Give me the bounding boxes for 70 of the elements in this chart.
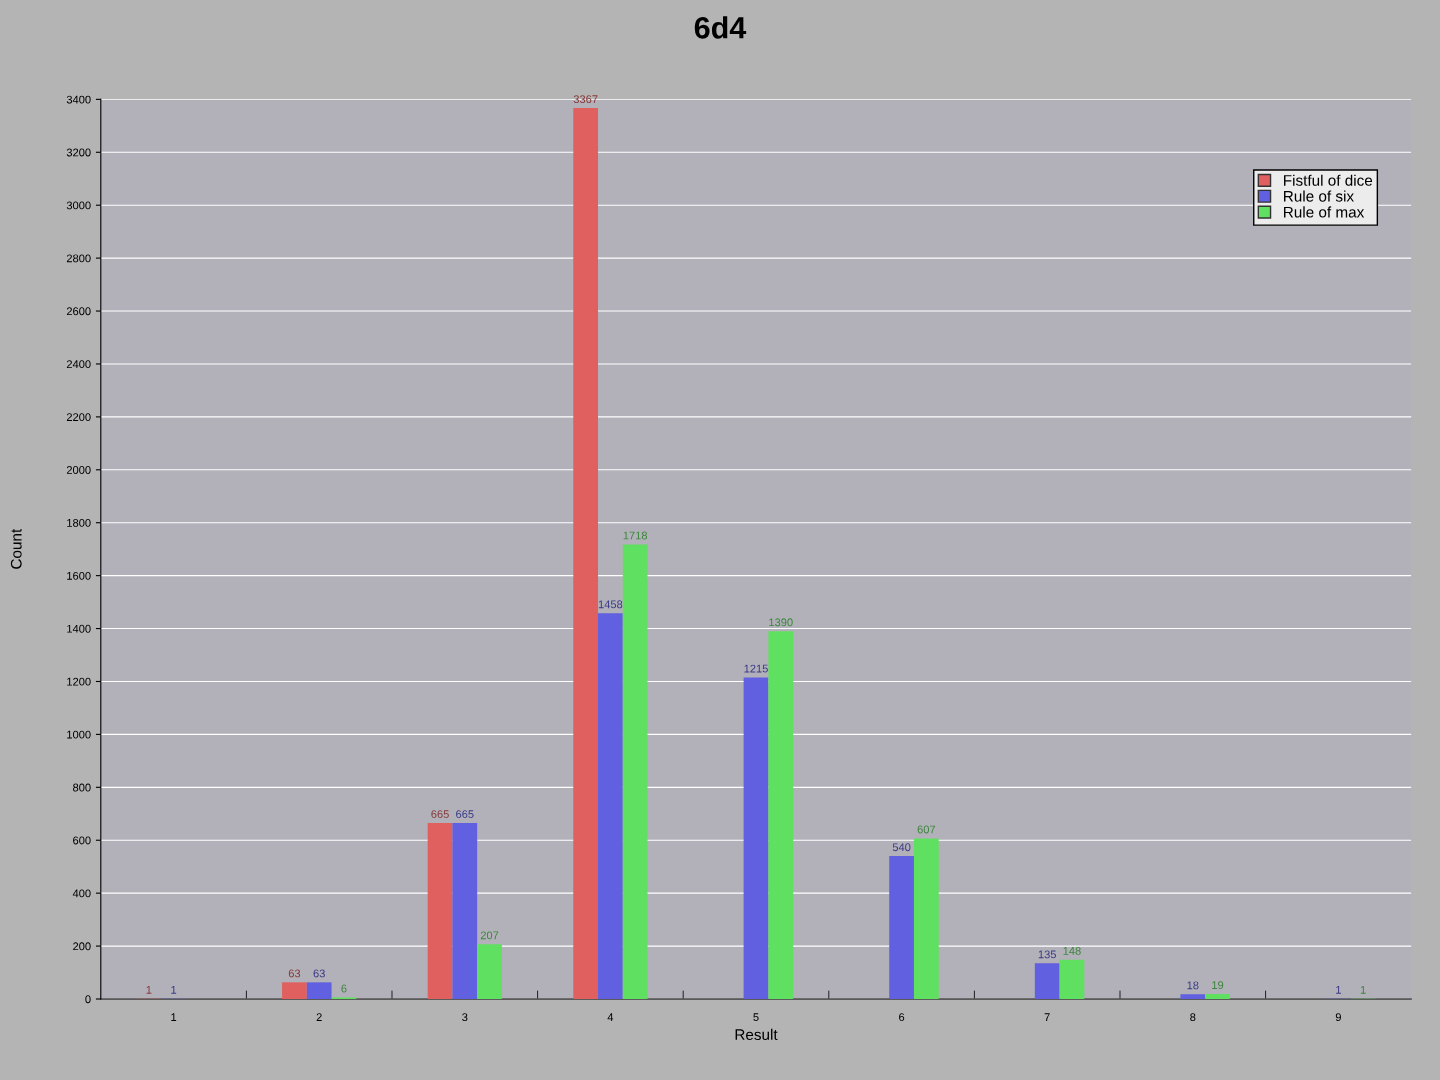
- x-tick-label: 5: [753, 1013, 759, 1022]
- bar: [1205, 993, 1230, 999]
- data-label: 665: [456, 810, 474, 819]
- data-label: 63: [313, 969, 325, 978]
- bar: [622, 544, 648, 999]
- y-tick-label: 1200: [67, 677, 91, 686]
- x-tick-label: 9: [1335, 1013, 1341, 1022]
- y-tick-label: 3200: [66, 148, 91, 157]
- data-label: 135: [1038, 950, 1056, 959]
- y-tick-label: 800: [73, 783, 91, 792]
- y-tick-label: 1600: [67, 571, 91, 580]
- y-tick-label: 400: [72, 889, 91, 898]
- bar: [452, 823, 478, 999]
- bar: [1059, 959, 1085, 999]
- y-tick-label: 2800: [66, 254, 91, 263]
- chart-title: 6d4: [694, 16, 747, 39]
- data-label: 1458: [598, 600, 623, 609]
- bar: [913, 838, 939, 999]
- y-tick-label: 2000: [66, 466, 91, 474]
- x-tick-label: 2: [316, 1013, 322, 1021]
- x-tick-label: 7: [1044, 1013, 1050, 1021]
- bar: [1180, 994, 1206, 999]
- y-tick-label: 2600: [66, 307, 91, 316]
- bar: [743, 677, 769, 999]
- y-tick-label: 1000: [67, 730, 91, 739]
- bar: [477, 944, 502, 999]
- data-label: 665: [431, 810, 449, 819]
- x-axis-title: Result: [735, 1028, 778, 1041]
- data-label: 3367: [573, 95, 598, 104]
- data-label: 6: [341, 984, 347, 993]
- data-label: 540: [892, 843, 911, 852]
- y-tick-label: 2400: [66, 360, 91, 369]
- x-tick-label: 4: [607, 1013, 614, 1021]
- x-tick-label: 3: [462, 1013, 468, 1022]
- data-label: 207: [480, 931, 499, 940]
- legend-label: Fistful of dice: [1284, 174, 1373, 186]
- data-label: 19: [1212, 981, 1224, 989]
- data-label: 148: [1063, 947, 1081, 955]
- y-tick-label: 200: [73, 942, 91, 951]
- data-label: 607: [917, 825, 936, 834]
- x-tick-label: 8: [1190, 1013, 1196, 1022]
- data-label: 1215: [744, 664, 768, 673]
- bar: [306, 982, 332, 999]
- data-label: 63: [288, 969, 301, 978]
- bar: [427, 823, 453, 999]
- legend-label: Rule of max: [1284, 206, 1365, 218]
- data-label: 1: [171, 986, 177, 994]
- y-tick-label: 1800: [67, 518, 91, 527]
- y-tick-label: 3400: [66, 95, 91, 104]
- data-label: 1: [1336, 986, 1341, 994]
- y-tick-label: 3000: [66, 201, 91, 210]
- y-tick-label: 0: [85, 995, 91, 1004]
- data-label: 1: [146, 986, 152, 994]
- y-axis-title: Count: [10, 528, 22, 569]
- data-label: 1390: [769, 618, 793, 627]
- y-tick-label: 600: [73, 836, 91, 845]
- y-tick-label: 1400: [67, 624, 91, 633]
- bar: [768, 631, 794, 999]
- data-label: 1718: [623, 531, 648, 540]
- bar: [598, 613, 623, 999]
- x-tick-label: 1: [171, 1013, 177, 1021]
- y-tick-label: 2200: [66, 413, 91, 422]
- bar: [573, 108, 599, 999]
- bar: [889, 856, 914, 999]
- x-tick-label: 6: [899, 1013, 905, 1022]
- legend-label: Rule of six: [1284, 190, 1354, 202]
- data-label: 18: [1187, 981, 1199, 990]
- data-label: 1: [1360, 986, 1366, 994]
- bar: [282, 982, 307, 999]
- bar: [1034, 963, 1060, 999]
